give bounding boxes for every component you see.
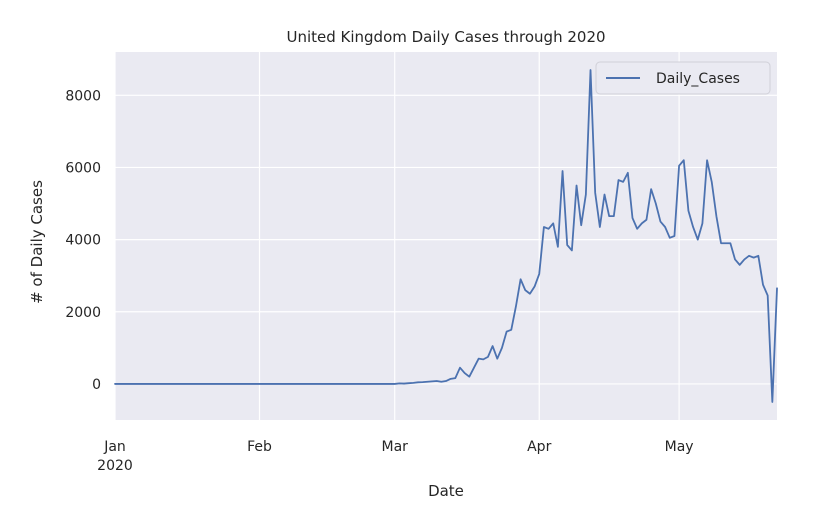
x-tick-labels: Jan 2020 Feb Mar Apr May — [97, 439, 693, 474]
legend: Daily_Cases — [595, 61, 771, 95]
series-line-daily-cases — [114, 69, 778, 403]
x-tick-label: Jan — [103, 439, 126, 455]
plot-area — [115, 52, 777, 420]
y-tick-label: 6000 — [65, 160, 101, 176]
y-tick-label: 2000 — [65, 305, 101, 321]
x-axis-label: Date — [428, 482, 464, 500]
y-tick-label: 4000 — [65, 233, 101, 249]
y-tick-labels: 0 2000 4000 6000 8000 — [65, 88, 101, 393]
x-tick-label: Apr — [527, 439, 551, 455]
legend-box — [595, 61, 771, 95]
x-tick-label: Feb — [247, 439, 272, 455]
y-axis-label: # of Daily Cases — [28, 180, 46, 304]
x-gridlines — [114, 52, 680, 420]
series-layer — [114, 69, 778, 403]
legend-label: Daily_Cases — [656, 71, 740, 87]
y-tick-label: 0 — [92, 377, 101, 393]
x-tick-label: Mar — [382, 439, 409, 455]
chart-title: United Kingdom Daily Cases through 2020 — [286, 28, 605, 46]
y-tick-label: 8000 — [65, 88, 101, 104]
x-tick-label: May — [665, 439, 694, 455]
x-tick-sublabel: 2020 — [97, 458, 133, 474]
